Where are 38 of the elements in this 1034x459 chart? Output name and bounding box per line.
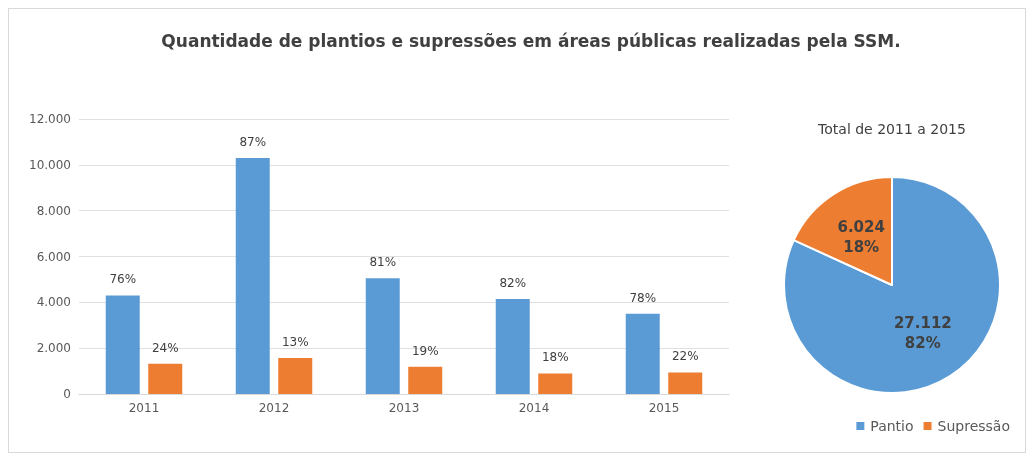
y-tick-label: 2.000 (36, 341, 71, 356)
annotation: 81% (369, 255, 397, 270)
x-tick-label: 2011 (128, 401, 160, 415)
annotation: 13% (281, 335, 309, 350)
bar (278, 358, 313, 394)
annotation: 22% (671, 349, 699, 364)
y-tick-label: 4.000 (36, 295, 71, 310)
bar (148, 363, 183, 394)
legend-label: Pantio (870, 418, 914, 434)
bar (668, 372, 703, 394)
bar (105, 295, 140, 394)
annotation: 78% (629, 290, 657, 305)
bar (495, 298, 530, 394)
annotation: 24% (151, 340, 179, 355)
annotation: 82% (499, 275, 527, 290)
y-tick-label: 12.000 (29, 112, 71, 126)
y-tick-label: 10.000 (29, 157, 71, 172)
bar (365, 278, 400, 394)
chart-title: Total de 2011 a 2015 (817, 121, 966, 137)
x-tick-label: 2013 (388, 401, 420, 415)
x-tick-label: 2012 (258, 401, 290, 415)
data-label: 27.112 82% (893, 313, 952, 352)
y-tick-label: 6.000 (36, 249, 71, 264)
bar (538, 373, 573, 394)
annotation: 76% (109, 272, 137, 287)
legend-label: Supressão (937, 418, 1011, 434)
x-tick-label: 2015 (648, 401, 680, 415)
annotation: 19% (411, 343, 439, 358)
x-tick-label: 2014 (518, 401, 550, 415)
y-tick-label: 8.000 (36, 203, 71, 218)
y-tick-label: 0 (63, 387, 71, 401)
bar (235, 157, 270, 394)
bar (625, 313, 660, 394)
chart-title: Quantidade de plantios e supressões em áreas públicas realizadas pela SSM. (161, 31, 901, 51)
annotation: 87% (239, 134, 267, 149)
annotation: 18% (541, 350, 569, 365)
bar (408, 366, 443, 394)
data-label: 6.024 18% (837, 218, 885, 257)
